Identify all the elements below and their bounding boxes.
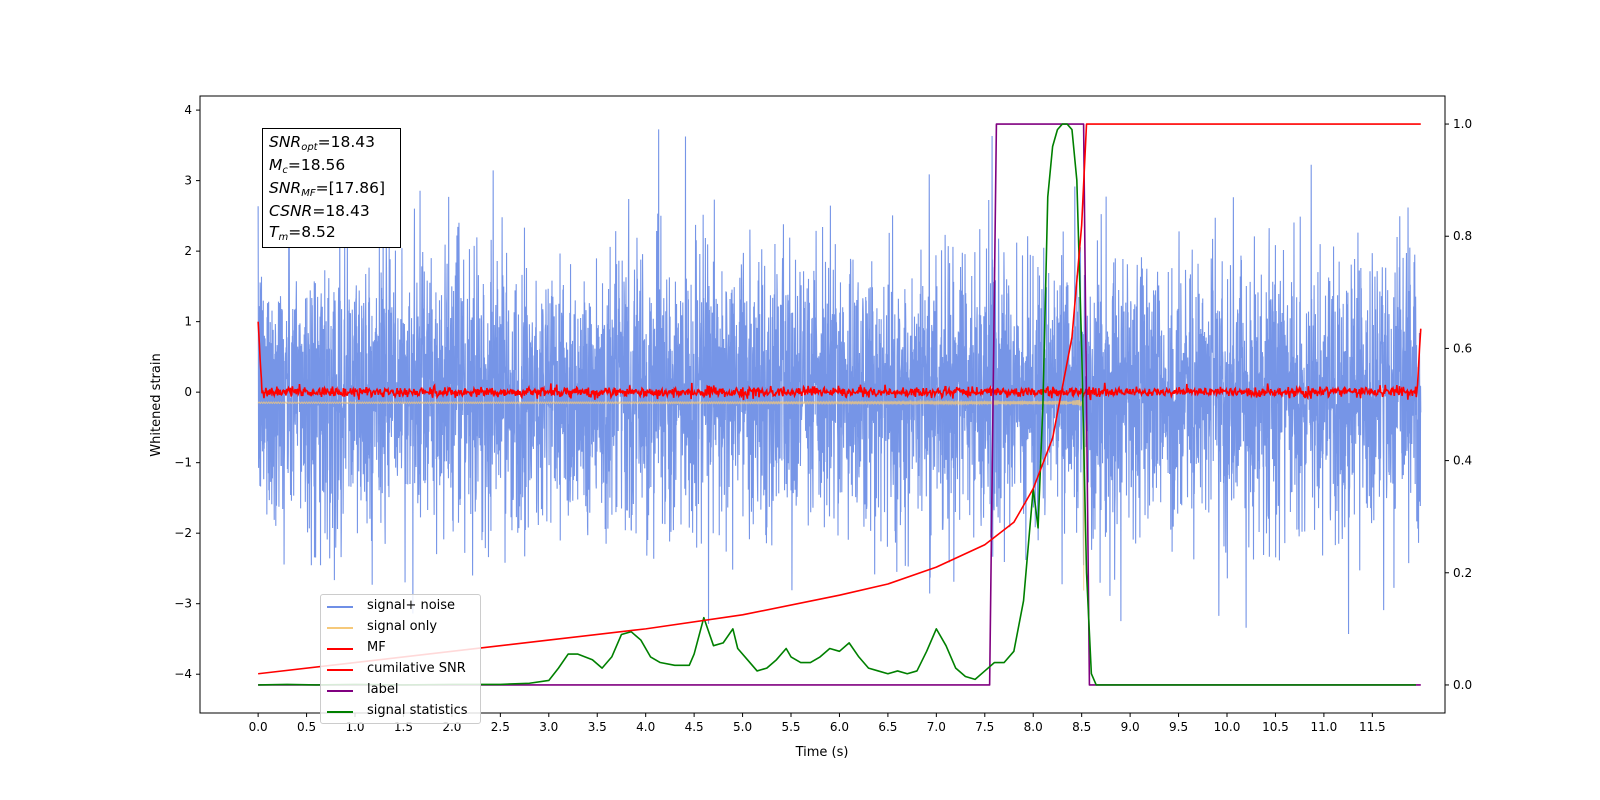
- x-tick-label: 2.5: [491, 720, 510, 734]
- y-axis-right: 1.0 0.8 0.6 0.4 0.2 0.0: [1445, 117, 1472, 692]
- signal-only-line: [257, 398, 1088, 591]
- plot-frame: [199, 95, 1446, 714]
- x-tick-label: 3.5: [588, 720, 607, 734]
- mf-line: [257, 321, 1422, 401]
- y-tick-label: −4: [174, 667, 192, 681]
- y2-tick-label: 0.4: [1453, 454, 1472, 468]
- y-tick-label: 0: [184, 385, 192, 399]
- legend-label: cumilative SNR: [367, 661, 466, 676]
- legend-swatch: [327, 606, 353, 608]
- legend-label: signal+ noise: [367, 598, 456, 613]
- legend-item-signal-statistics: signal statistics: [327, 702, 477, 722]
- x-tick-label: 11.0: [1311, 720, 1338, 734]
- legend-label: signal statistics: [367, 703, 468, 718]
- x-tick-label: 7.5: [975, 720, 994, 734]
- x-tick-label: 10.0: [1214, 720, 1241, 734]
- legend-label: signal only: [367, 619, 438, 634]
- annotation-mc: Mc=18.56: [269, 156, 346, 176]
- legend-swatch: [327, 627, 353, 629]
- annotation-box: SNRopt=18.43 Mc=18.56 SNRMF=[17.86] CSNR…: [262, 128, 401, 248]
- y-tick-label: −2: [174, 526, 192, 540]
- x-tick-label: 5.5: [781, 720, 800, 734]
- y-tick-label: −3: [174, 597, 192, 611]
- legend: signal+ noise signal only MF cumilative …: [320, 594, 481, 724]
- x-tick-label: 6.0: [830, 720, 849, 734]
- x-tick-label: 8.5: [1072, 720, 1091, 734]
- x-tick-label: 9.0: [1121, 720, 1140, 734]
- x-tick-label: 0.0: [249, 720, 268, 734]
- x-tick-label: 4.5: [685, 720, 704, 734]
- legend-swatch: [327, 648, 353, 650]
- x-tick-label: 0.5: [297, 720, 316, 734]
- y2-tick-label: 1.0: [1453, 117, 1472, 131]
- x-tick-label: 4.0: [636, 720, 655, 734]
- annotation-snr-opt: SNRopt=18.43: [269, 133, 375, 153]
- legend-item-signal-noise: signal+ noise: [327, 597, 477, 617]
- x-tick-label: 11.5: [1359, 720, 1386, 734]
- x-tick-label: 8.0: [1024, 720, 1043, 734]
- x-axis-title: Time (s): [795, 745, 849, 760]
- y-axis-left: 4 3 2 1 0 −1 −2 −3 −4: [174, 103, 200, 681]
- annotation-snr-mf: SNRMF=[17.86]: [269, 179, 386, 199]
- signal-only-series: [257, 398, 1088, 591]
- y-tick-label: 4: [184, 103, 192, 117]
- y-tick-label: 1: [184, 315, 192, 329]
- signal-noise-line: [257, 129, 1422, 634]
- y2-tick-label: 0.6: [1453, 341, 1472, 355]
- y2-tick-label: 0.0: [1453, 678, 1472, 692]
- right-axis-series: [258, 123, 1421, 686]
- x-tick-label: 7.0: [927, 720, 946, 734]
- x-tick-label: 5.0: [733, 720, 752, 734]
- legend-swatch: [327, 690, 353, 692]
- y-axis-title: Whitened strain: [149, 353, 164, 456]
- y2-tick-label: 0.2: [1453, 566, 1472, 580]
- y-tick-label: 3: [184, 174, 192, 188]
- legend-label: label: [367, 682, 399, 697]
- y2-tick-label: 0.8: [1453, 229, 1472, 243]
- x-tick-label: 10.5: [1262, 720, 1289, 734]
- x-tick-label: 6.5: [878, 720, 897, 734]
- annotation-tm: Tm=8.52: [269, 223, 336, 243]
- signal-noise-series: [257, 129, 1422, 634]
- cumulative-snr-line: [258, 123, 1421, 675]
- legend-swatch: [327, 711, 353, 713]
- x-tick-label: 9.5: [1169, 720, 1188, 734]
- legend-item-signal-only: signal only: [327, 618, 477, 638]
- x-tick-label: 3.0: [539, 720, 558, 734]
- annotation-csnr: CSNR=18.43: [269, 202, 370, 220]
- mf-series: [257, 321, 1422, 401]
- y-tick-label: 2: [184, 244, 192, 258]
- signal-statistics-line: [258, 123, 1416, 686]
- legend-label: MF: [367, 640, 386, 655]
- legend-swatch: [327, 669, 353, 671]
- legend-item-cumulative-snr: cumilative SNR: [327, 660, 477, 680]
- legend-item-label: label: [327, 681, 477, 701]
- legend-item-mf: MF: [327, 639, 477, 659]
- y-tick-label: −1: [174, 456, 192, 470]
